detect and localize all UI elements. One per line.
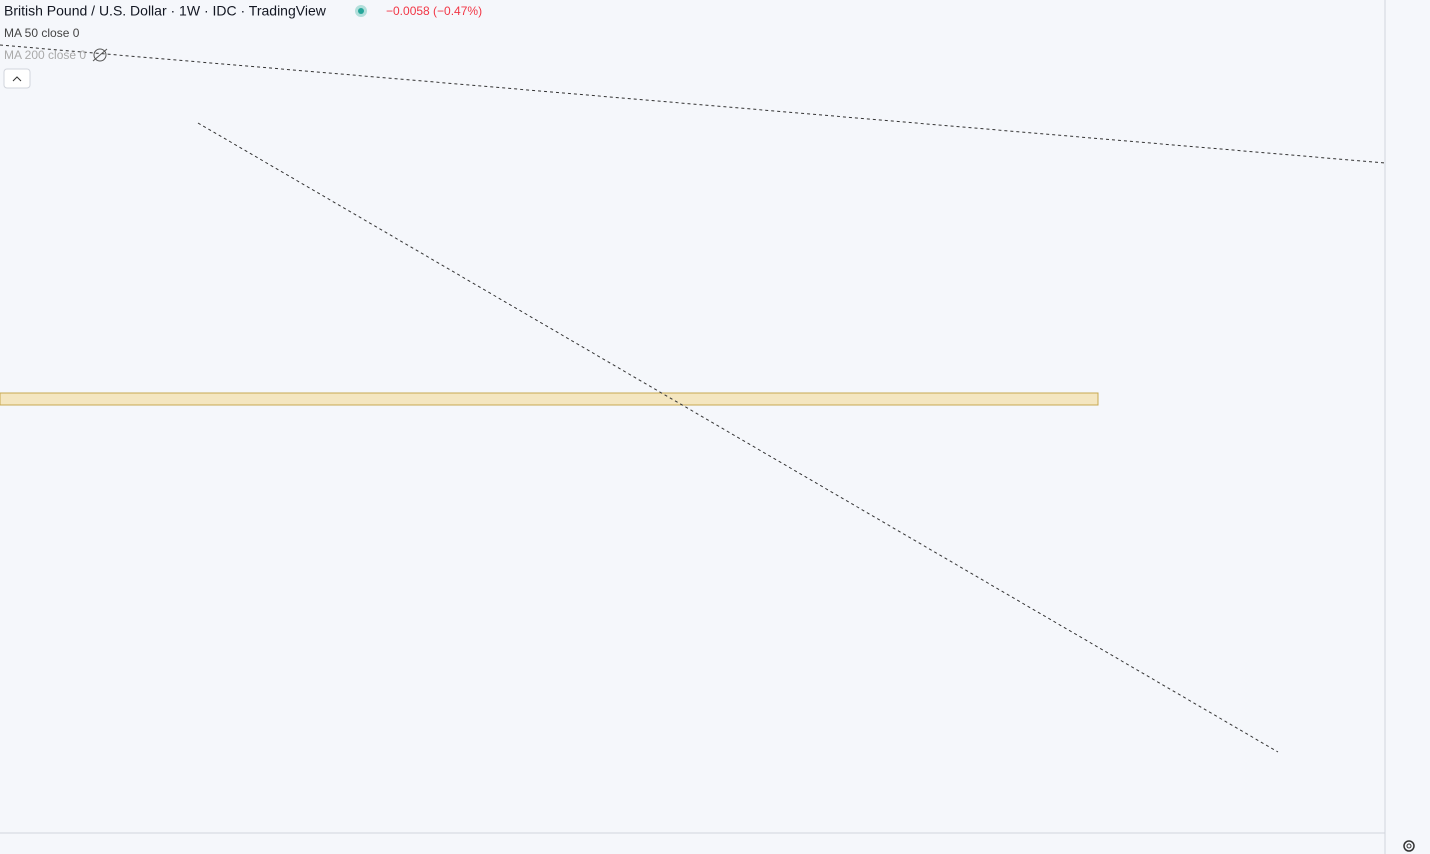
hide-icon[interactable] [92,48,108,62]
legend-item: MA 200 close 0 [4,48,86,62]
trendline [0,44,1386,164]
price-change: −0.0058 (−0.47%) [386,4,482,18]
collapse-button[interactable] [3,68,31,89]
settings-icon[interactable] [1403,840,1415,852]
trendline [197,122,1279,753]
status-dot-core [358,8,364,14]
legend-item: MA 50 close 0 [4,26,80,40]
zone [0,392,1099,406]
chart-title: British Pound / U.S. Dollar · 1W · IDC ·… [4,3,327,19]
